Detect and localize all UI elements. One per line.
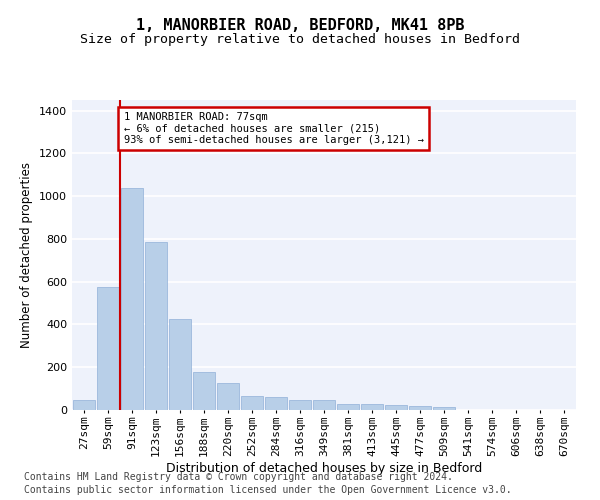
X-axis label: Distribution of detached houses by size in Bedford: Distribution of detached houses by size …	[166, 462, 482, 474]
Bar	[337, 404, 359, 410]
Y-axis label: Number of detached properties: Number of detached properties	[20, 162, 34, 348]
Bar	[193, 372, 215, 410]
Bar	[169, 319, 191, 410]
Bar	[361, 404, 383, 410]
Bar	[73, 400, 95, 410]
Bar	[241, 396, 263, 410]
Bar	[385, 406, 407, 410]
Text: Contains HM Land Registry data © Crown copyright and database right 2024.: Contains HM Land Registry data © Crown c…	[24, 472, 453, 482]
Text: 1 MANORBIER ROAD: 77sqm
← 6% of detached houses are smaller (215)
93% of semi-de: 1 MANORBIER ROAD: 77sqm ← 6% of detached…	[124, 112, 424, 145]
Text: 1, MANORBIER ROAD, BEDFORD, MK41 8PB: 1, MANORBIER ROAD, BEDFORD, MK41 8PB	[136, 18, 464, 32]
Bar	[145, 242, 167, 410]
Bar	[409, 406, 431, 410]
Bar	[217, 382, 239, 410]
Bar	[121, 188, 143, 410]
Bar	[313, 400, 335, 410]
Bar	[289, 400, 311, 410]
Bar	[97, 287, 119, 410]
Bar	[265, 397, 287, 410]
Text: Size of property relative to detached houses in Bedford: Size of property relative to detached ho…	[80, 32, 520, 46]
Bar	[433, 408, 455, 410]
Text: Contains public sector information licensed under the Open Government Licence v3: Contains public sector information licen…	[24, 485, 512, 495]
